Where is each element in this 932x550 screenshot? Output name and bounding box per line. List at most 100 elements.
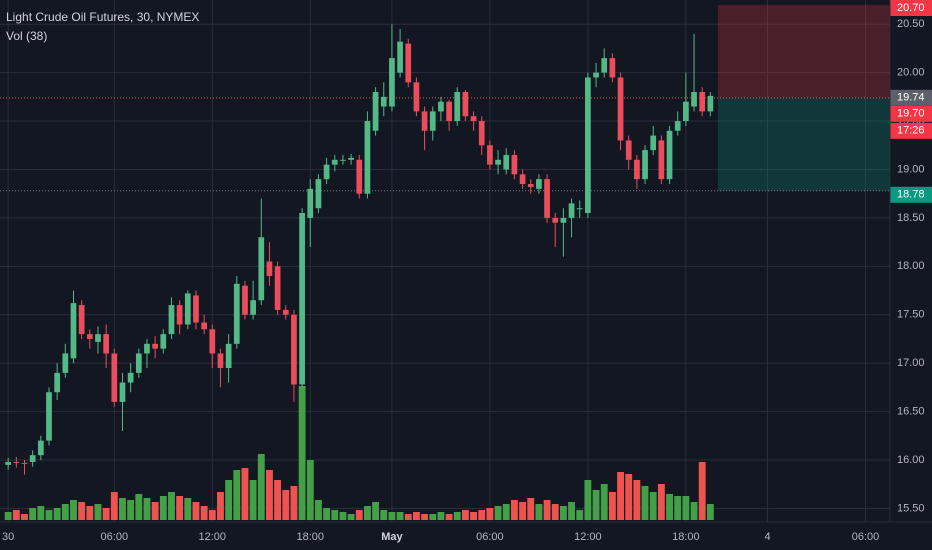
candle-body <box>364 121 371 194</box>
indicator-label: Vol (38) <box>6 29 47 43</box>
candle-body <box>470 116 477 122</box>
entry-label-bg <box>890 89 932 106</box>
last-price-label-bg <box>890 105 932 122</box>
volume-bar <box>110 492 118 520</box>
candle-body <box>160 334 167 349</box>
candle-body <box>495 159 501 165</box>
candle-body <box>617 77 624 141</box>
volume-bar <box>12 510 20 520</box>
volume-bar <box>306 460 314 520</box>
candle-body <box>168 305 175 335</box>
volume-bar <box>249 480 257 520</box>
candle-body <box>560 217 567 223</box>
volume-bar <box>584 480 592 520</box>
candle-body <box>380 96 387 107</box>
volume-bar <box>608 492 616 520</box>
y-tick-label: 16.00 <box>897 454 925 466</box>
volume-bar <box>86 506 94 520</box>
candle-body <box>519 174 526 185</box>
candle-body <box>487 145 493 165</box>
volume-bar <box>706 504 714 520</box>
volume-bar <box>429 514 437 520</box>
volume-bar <box>682 496 690 520</box>
countdown-label: 17:26 <box>897 125 925 137</box>
volume-bar <box>519 502 526 520</box>
candle-body <box>429 111 436 131</box>
candle-body <box>356 159 363 194</box>
candle-body <box>86 334 93 339</box>
volume-bar <box>535 504 543 520</box>
volume-bar <box>543 500 551 520</box>
candle-body <box>307 188 314 218</box>
target-label: 18.78 <box>897 189 925 201</box>
candle-body <box>666 130 673 180</box>
volume-bar <box>355 510 363 520</box>
candle-body <box>674 121 681 131</box>
candle-body <box>29 455 36 462</box>
volume-bar <box>78 502 86 520</box>
candle-body <box>462 92 469 117</box>
volume-bar <box>282 490 290 520</box>
volume-bar <box>478 510 486 520</box>
candle-body <box>274 266 281 310</box>
target-label-bg <box>890 186 932 203</box>
candle-body <box>315 179 322 209</box>
candle-body <box>625 140 632 160</box>
x-tick-label: 12:00 <box>574 531 602 543</box>
candle-body <box>242 285 248 315</box>
candle-body <box>478 121 485 146</box>
volume-bar <box>380 510 388 520</box>
volume-bar <box>151 502 159 520</box>
candle-body <box>511 154 518 175</box>
candle-body <box>323 164 330 180</box>
target-zone <box>718 97 890 191</box>
volume-bar <box>396 512 404 520</box>
candle-body <box>421 111 428 131</box>
candle-body <box>135 353 142 373</box>
volume-bar <box>600 484 608 520</box>
volume-bar <box>184 498 192 520</box>
y-tick-label: 20.50 <box>897 18 925 30</box>
volume-bar <box>315 500 322 520</box>
entry-label: 19.74 <box>897 92 925 104</box>
candle-body <box>446 101 452 122</box>
volume-bar <box>421 514 429 520</box>
x-tick-label: 30 <box>2 531 14 543</box>
candle-body <box>576 208 583 210</box>
volume-bar <box>568 502 575 520</box>
candle-body <box>152 343 158 349</box>
candle-body <box>601 58 608 73</box>
volume-bar <box>502 504 510 520</box>
candle-body <box>95 334 101 342</box>
volume-bar <box>127 500 135 520</box>
candle-body <box>405 43 412 83</box>
candle-body <box>454 92 461 122</box>
candle-body <box>536 179 542 189</box>
y-tick-label: 17.00 <box>897 357 925 369</box>
candle-body <box>46 392 52 441</box>
candle-body <box>683 101 689 122</box>
candle-body <box>707 95 714 112</box>
candle-body <box>331 159 338 165</box>
candle-body <box>233 283 240 344</box>
candle-body <box>209 329 216 354</box>
candle-body <box>389 58 395 107</box>
x-tick-label: May <box>381 531 403 543</box>
volume-bar <box>559 506 567 520</box>
candle-body <box>13 461 20 463</box>
candle-body <box>438 101 444 112</box>
volume-bar <box>257 454 265 520</box>
y-tick-label: 17.50 <box>897 309 925 321</box>
candle-body <box>503 154 510 170</box>
volume-bar <box>241 468 249 520</box>
volume-bar <box>323 508 331 520</box>
stop-zone <box>718 4 890 98</box>
x-tick-label: 06:00 <box>852 531 880 543</box>
volume-bar <box>666 494 673 520</box>
volume-bar <box>592 490 600 520</box>
candle-body <box>593 72 599 78</box>
countdown-label-bg <box>890 122 932 139</box>
volume-bar <box>37 506 45 520</box>
candle-body <box>642 150 648 180</box>
volume-bar <box>576 510 584 520</box>
